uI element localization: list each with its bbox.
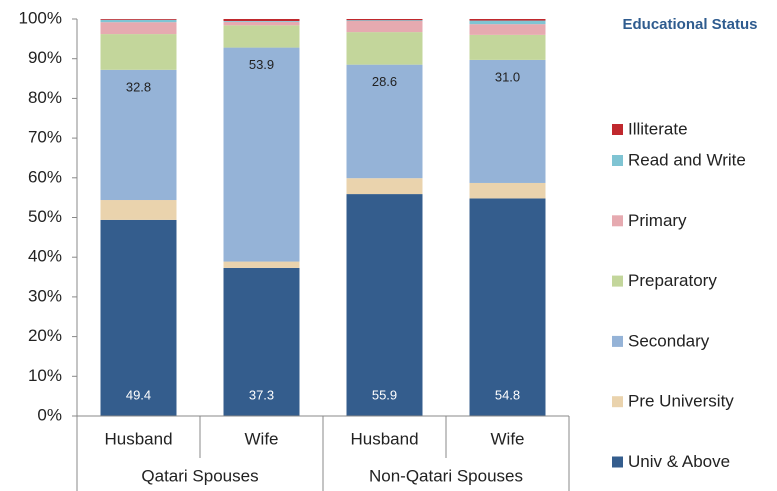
y-tick-label: 20% xyxy=(28,326,62,345)
bar-segment xyxy=(346,64,423,179)
bar-segment xyxy=(469,19,546,21)
legend-swatch xyxy=(612,124,623,135)
bar-segment xyxy=(223,47,300,262)
x-tick-label: Wife xyxy=(245,429,279,448)
bar-segment xyxy=(100,200,177,220)
bar-segment xyxy=(223,20,300,22)
y-tick-label: 60% xyxy=(28,167,62,186)
legend-label: Illiterate xyxy=(628,119,688,138)
x-tick-label: Husband xyxy=(104,429,172,448)
y-tick-label: 0% xyxy=(37,405,62,424)
bar-segment xyxy=(346,19,423,21)
bar-segment xyxy=(346,178,423,195)
bar-segment xyxy=(223,19,300,21)
y-tick-label: 40% xyxy=(28,247,62,266)
data-label: 53.9 xyxy=(249,57,274,72)
legend-swatch xyxy=(612,155,623,166)
data-label: 49.4 xyxy=(126,387,151,402)
data-label: 28.6 xyxy=(372,74,397,89)
legend-swatch xyxy=(612,215,623,227)
legend-title: Educational Status xyxy=(622,16,758,33)
y-tick-label: 30% xyxy=(28,286,62,305)
y-tick-label: 80% xyxy=(28,88,62,107)
y-tick-label: 10% xyxy=(28,366,62,385)
bar-segment xyxy=(100,19,177,23)
y-tick-label: 90% xyxy=(28,48,62,67)
y-tick-label: 100% xyxy=(19,8,62,27)
group-label: Non-Qatari Spouses xyxy=(369,466,523,485)
bar-segment xyxy=(469,24,546,35)
legend-swatch xyxy=(612,396,623,408)
data-label: 37.3 xyxy=(249,387,274,402)
bar-segment xyxy=(346,20,423,21)
data-label: 55.9 xyxy=(372,387,397,402)
bar-segment xyxy=(223,261,300,268)
legend-label: Univ & Above xyxy=(628,452,730,471)
data-label: 31.0 xyxy=(495,69,520,84)
legend-label: Secondary xyxy=(628,331,710,350)
bar-segment xyxy=(469,20,546,25)
bar-segment xyxy=(100,219,177,416)
bar-segment xyxy=(469,34,546,60)
bar-segment xyxy=(100,34,177,70)
bar-segment xyxy=(469,182,546,199)
legend-label: Primary xyxy=(628,211,687,230)
bar-segment xyxy=(469,198,546,416)
bar-segment xyxy=(346,32,423,65)
legend-label: Pre University xyxy=(628,392,734,411)
legend-swatch xyxy=(612,456,623,468)
group-label: Qatari Spouses xyxy=(141,466,258,485)
legend-label: Read and Write xyxy=(628,150,746,169)
bar-segment xyxy=(100,69,177,201)
bar-segment xyxy=(346,194,423,416)
legend-label: Preparatory xyxy=(628,271,717,290)
bar-segment xyxy=(223,21,300,26)
data-label: 54.8 xyxy=(495,387,520,402)
y-tick-label: 50% xyxy=(28,207,62,226)
legend-swatch xyxy=(612,275,623,287)
x-tick-label: Husband xyxy=(350,429,418,448)
bar-segment xyxy=(223,267,300,416)
y-tick-label: 70% xyxy=(28,128,62,147)
bar-segment xyxy=(469,59,546,183)
bar-segment xyxy=(100,19,177,20)
x-tick-label: Wife xyxy=(491,429,525,448)
data-label: 32.8 xyxy=(126,79,151,94)
bar-segment xyxy=(223,25,300,48)
legend-swatch xyxy=(612,335,623,347)
bar-segment xyxy=(100,22,177,35)
bar-segment xyxy=(346,20,423,33)
